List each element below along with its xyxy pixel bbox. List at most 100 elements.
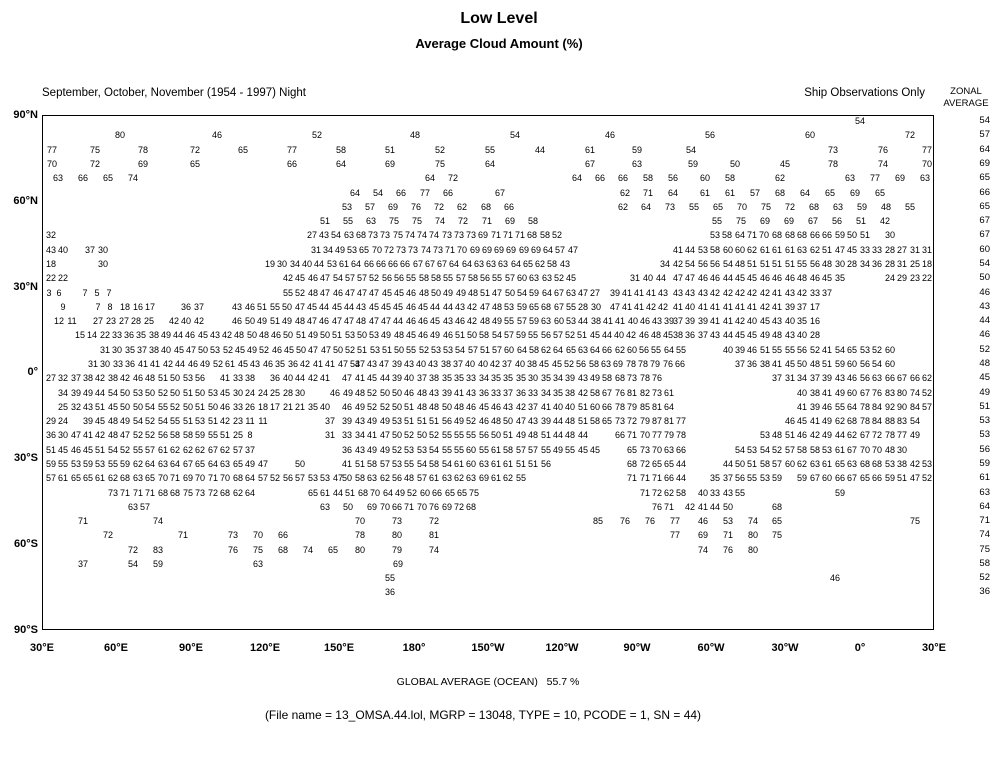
grid-value: 79 — [391, 545, 403, 555]
grid-value: 57 — [515, 445, 527, 455]
grid-value: 42 — [94, 430, 106, 440]
grid-value: 24 — [57, 416, 69, 426]
map-frame — [42, 115, 934, 630]
grid-value: 65 — [601, 416, 613, 426]
grid-value: 53 — [697, 245, 709, 255]
zonal-average-value: 46 — [979, 287, 990, 298]
grid-value: 68 — [465, 502, 477, 512]
grid-value: 68 — [232, 473, 244, 483]
grid-value: 56 — [393, 273, 405, 283]
grid-value: 56 — [194, 373, 206, 383]
grid-value: 71 — [651, 473, 663, 483]
grid-value: 50 — [356, 330, 368, 340]
grid-value: 52 — [294, 288, 306, 298]
grid-value: 36 — [124, 359, 136, 369]
grid-value: 72 — [383, 245, 395, 255]
grid-value: 40 — [514, 359, 526, 369]
grid-value: 46 — [403, 388, 415, 398]
zonal-average-value: 54 — [979, 258, 990, 269]
grid-value: 50 — [169, 373, 181, 383]
grid-value: 42 — [722, 288, 734, 298]
grid-value: 73 — [407, 245, 419, 255]
grid-value: 28 — [884, 259, 896, 269]
grid-value: 64 — [461, 259, 473, 269]
grid-value: 72 — [447, 173, 459, 183]
grid-value: 30 — [97, 259, 109, 269]
grid-value: 63 — [600, 359, 612, 369]
grid-value: 37 — [416, 373, 428, 383]
grid-value: 47 — [491, 288, 503, 298]
grid-value: 60 — [553, 316, 565, 326]
grid-value: 49 — [334, 245, 346, 255]
grid-value: 61 — [453, 459, 465, 469]
grid-value: 42 — [759, 288, 771, 298]
grid-value: 63 — [319, 502, 331, 512]
grid-value: 45 — [380, 302, 392, 312]
grid-value: 57 — [232, 445, 244, 455]
grid-value: 70 — [194, 473, 206, 483]
grid-value: 49 — [366, 445, 378, 455]
grid-value: 54 — [759, 445, 771, 455]
grid-value: 41 — [809, 416, 821, 426]
grid-value: 47 — [609, 302, 621, 312]
grid-value: 63 — [871, 373, 883, 383]
grid-value: 78 — [614, 402, 626, 412]
grid-value: 61 — [699, 188, 711, 198]
grid-value: 61 — [490, 445, 502, 455]
grid-value: 7 — [106, 288, 112, 298]
grid-value: 66 — [614, 430, 626, 440]
grid-value: 25 — [232, 430, 244, 440]
grid-value: 76 — [619, 516, 631, 526]
grid-value: 46 — [262, 359, 274, 369]
grid-value: 47 — [257, 459, 269, 469]
grid-value: 63 — [485, 259, 497, 269]
grid-value: 42 — [515, 402, 527, 412]
grid-value: 49 — [491, 316, 503, 326]
grid-value: 49 — [455, 288, 467, 298]
grid-value: 22 — [45, 273, 57, 283]
grid-value: 56 — [831, 216, 843, 226]
grid-value: 68 — [119, 473, 131, 483]
grid-value: 39 — [784, 302, 796, 312]
grid-value: 53 — [884, 459, 896, 469]
grid-value: 68 — [784, 230, 796, 240]
grid-value: 73 — [395, 245, 407, 255]
grid-value: 69 — [849, 188, 861, 198]
grid-value: 34 — [57, 388, 69, 398]
grid-value: 27 — [589, 288, 601, 298]
grid-value: 53 — [349, 359, 361, 369]
grid-value: 41 — [621, 302, 633, 312]
grid-value: 80 — [114, 130, 126, 140]
grid-value: 49 — [515, 430, 527, 440]
grid-value: 48 — [294, 316, 306, 326]
grid-value: 37 — [193, 302, 205, 312]
grid-value: 62 — [132, 459, 144, 469]
grid-value: 61 — [157, 445, 169, 455]
grid-value: 65 — [663, 459, 675, 469]
grid-value: 65 — [444, 488, 456, 498]
grid-value: 64 — [571, 173, 583, 183]
grid-value: 59 — [119, 459, 131, 469]
grid-value: 50 — [246, 330, 258, 340]
grid-value: 55 — [478, 445, 490, 455]
grid-value: 38 — [148, 330, 160, 340]
grid-value: 41 — [621, 288, 633, 298]
grid-value: 66 — [391, 502, 403, 512]
grid-value: 58 — [182, 430, 194, 440]
grid-value: 11 — [67, 316, 77, 326]
grid-value: 64 — [244, 488, 256, 498]
grid-value: 57 — [379, 459, 391, 469]
grid-value: 49 — [281, 316, 293, 326]
grid-value: 42 — [625, 330, 637, 340]
grid-value: 73 — [614, 416, 626, 426]
grid-value: 42 — [645, 302, 657, 312]
grid-value: 62 — [169, 445, 181, 455]
grid-value: 70 — [651, 445, 663, 455]
grid-value: 56 — [809, 259, 821, 269]
grid-value: 50 — [294, 459, 306, 469]
grid-value: 44 — [392, 316, 404, 326]
grid-value: 30 — [527, 373, 539, 383]
grid-value: 45 — [57, 445, 69, 455]
grid-value: 47 — [294, 302, 306, 312]
grid-value: 46 — [405, 316, 417, 326]
